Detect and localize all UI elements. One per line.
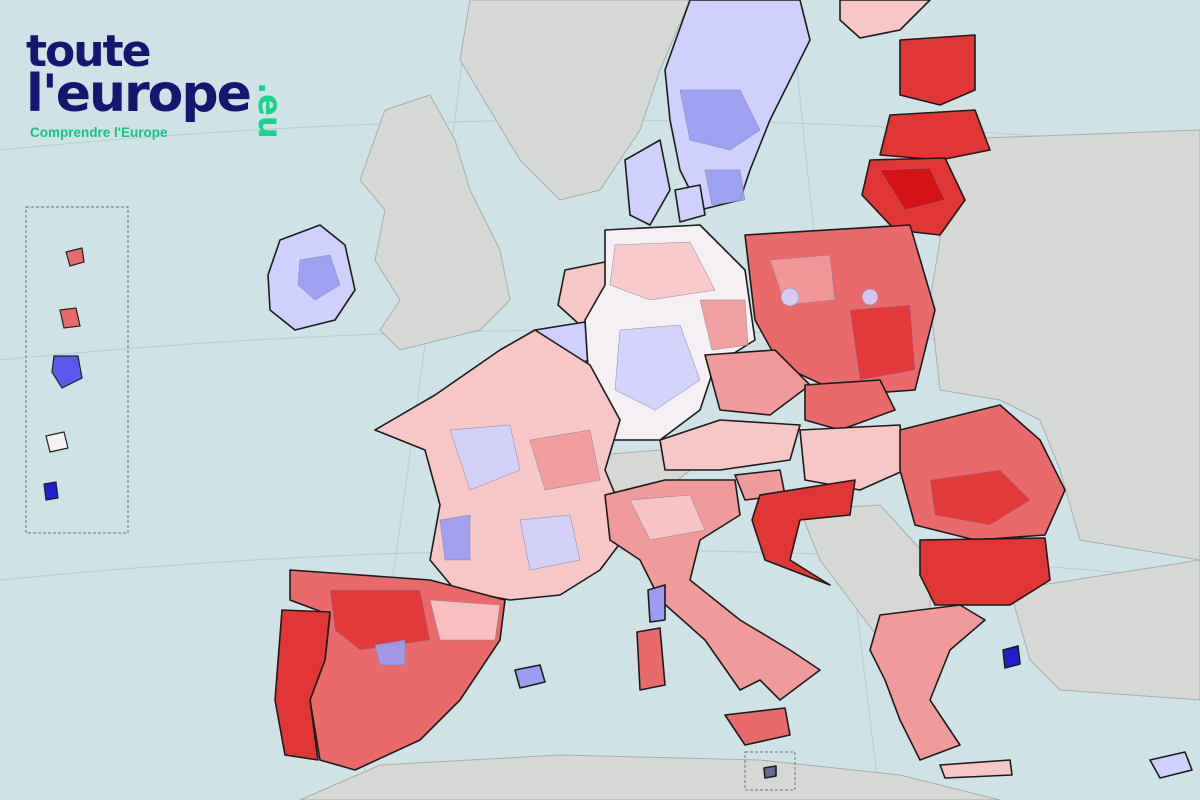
hungary <box>799 424 906 491</box>
inset-island-4 <box>45 431 69 453</box>
austria <box>659 419 801 471</box>
toute-leurope-logo[interactable]: toute l'europe .eu Comprendre l'Europe <box>26 30 326 150</box>
region <box>614 324 701 411</box>
region <box>374 639 406 666</box>
slovakia <box>804 379 896 431</box>
inset-island-3 <box>51 355 83 389</box>
logo-tagline: Comprendre l'Europe <box>30 125 168 140</box>
region <box>879 167 946 211</box>
non-eu-land <box>299 0 1200 800</box>
turkey-land <box>1009 559 1200 701</box>
denmark <box>624 139 671 226</box>
region <box>429 599 501 641</box>
region <box>519 514 581 571</box>
region <box>699 299 749 351</box>
region <box>297 254 341 301</box>
balearic-islands <box>514 664 546 689</box>
malta-inset-frame <box>744 751 796 791</box>
logo-word-toute: toute <box>26 26 151 77</box>
bulgaria <box>919 537 1051 606</box>
logo-tld: .eu <box>251 82 289 139</box>
outermost-regions-inset <box>25 206 796 791</box>
region <box>704 169 746 206</box>
corsica <box>647 584 666 623</box>
inset-frame <box>25 206 129 534</box>
sardinia <box>636 627 666 691</box>
cyprus <box>1149 751 1193 779</box>
region <box>629 494 706 541</box>
great-britain-land <box>359 94 511 351</box>
greece <box>869 604 986 761</box>
region <box>449 424 521 491</box>
inset-island-2 <box>59 307 81 329</box>
region <box>780 287 800 307</box>
north-africa-land <box>299 754 1001 800</box>
malta <box>763 765 777 779</box>
region <box>929 469 1031 526</box>
czechia <box>704 349 811 416</box>
portugal <box>274 609 331 761</box>
inset-island-5 <box>43 481 59 501</box>
crete <box>939 759 1013 779</box>
eastern-europe-land <box>929 129 1200 561</box>
region <box>529 429 601 491</box>
region <box>609 241 716 301</box>
region <box>679 89 761 151</box>
region <box>861 288 879 306</box>
denmark-islands <box>674 184 706 223</box>
sicily <box>724 707 791 746</box>
croatia <box>751 479 856 586</box>
region <box>439 514 471 561</box>
norway-land <box>459 0 691 201</box>
aegean-island <box>1002 645 1021 669</box>
estonia <box>899 34 976 106</box>
inset-island-1 <box>65 247 85 267</box>
latvia <box>879 109 991 161</box>
finland <box>839 0 931 39</box>
logo-word-leurope: l'europe <box>26 64 252 124</box>
choropleth-regions <box>267 0 1193 779</box>
region <box>849 304 916 381</box>
